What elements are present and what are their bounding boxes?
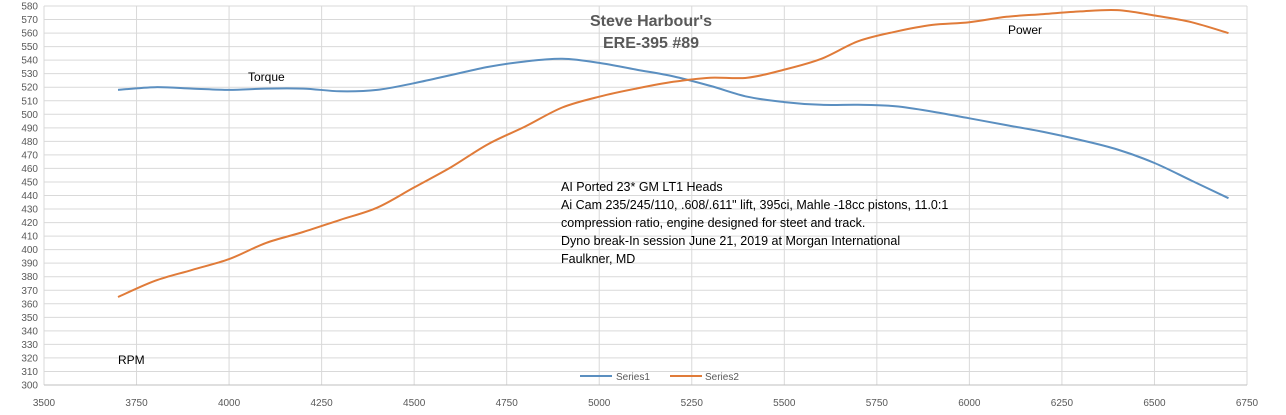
x-tick-label: 4500 <box>403 398 426 409</box>
y-tick-label: 540 <box>21 56 38 67</box>
y-tick-label: 570 <box>21 15 38 26</box>
y-tick-label: 350 <box>21 313 38 324</box>
note-line-5: Faulkner, MD <box>561 252 635 266</box>
x-tick-label: 5500 <box>773 398 796 409</box>
legend: Series1 Series2 <box>580 372 739 383</box>
series-line-series2 <box>117 8 1229 298</box>
y-tick-label: 550 <box>21 42 38 53</box>
y-tick-label: 320 <box>21 353 38 364</box>
y-tick-label: 460 <box>21 164 38 175</box>
x-tick-label: 3500 <box>33 398 56 409</box>
note-line-4: Dyno break-In session June 21, 2019 at M… <box>561 234 900 248</box>
legend-label-series2: Series2 <box>705 372 739 383</box>
y-tick-label: 440 <box>21 191 38 202</box>
x-tick-label: 6250 <box>1051 398 1074 409</box>
x-tick-label: 4750 <box>496 398 519 409</box>
rpm-label: RPM <box>118 353 145 367</box>
y-tick-label: 330 <box>21 340 38 351</box>
x-tick-label: 4000 <box>218 398 241 409</box>
y-tick-label: 340 <box>21 326 38 337</box>
series-line-series1 <box>117 57 1229 200</box>
y-tick-label: 530 <box>21 69 38 80</box>
x-tick-label: 6500 <box>1143 398 1166 409</box>
y-tick-label: 420 <box>21 218 38 229</box>
y-tick-label: 370 <box>21 286 38 297</box>
y-tick-label: 470 <box>21 150 38 161</box>
y-tick-label: 360 <box>21 299 38 310</box>
grid <box>43 5 1248 386</box>
series-lines <box>117 8 1229 298</box>
y-tick-label: 500 <box>21 110 38 121</box>
x-axis-ticks: 3500 3750 4000 4250 4500 4750 5000 5250 5500 5750… <box>33 398 1259 409</box>
y-tick-label: 310 <box>21 367 38 378</box>
y-tick-label: 580 <box>21 2 38 13</box>
chart-title-line1: Steve Harbour's <box>590 13 712 30</box>
legend-label-series1: Series1 <box>616 372 650 383</box>
x-tick-label: 5250 <box>681 398 704 409</box>
y-tick-label: 380 <box>21 272 38 283</box>
x-tick-label: 6000 <box>958 398 981 409</box>
y-tick-label: 430 <box>21 205 38 216</box>
y-tick-label: 450 <box>21 177 38 188</box>
x-tick-label: 4250 <box>310 398 333 409</box>
x-tick-label: 6750 <box>1236 398 1259 409</box>
chart-title-line2: ERE-395 #89 <box>603 35 699 52</box>
torque-label: Torque <box>248 70 285 84</box>
y-tick-label: 390 <box>21 259 38 270</box>
x-tick-label: 3750 <box>125 398 148 409</box>
y-tick-label: 560 <box>21 29 38 40</box>
y-tick-label: 300 <box>21 381 38 392</box>
y-tick-label: 480 <box>21 137 38 148</box>
x-tick-label: 5750 <box>866 398 889 409</box>
y-tick-label: 490 <box>21 123 38 134</box>
note-line-3: compression ratio, engine designed for s… <box>561 216 865 230</box>
y-tick-label: 520 <box>21 83 38 94</box>
note-line-2: Ai Cam 235/245/110, .608/.611" lift, 395… <box>561 198 948 212</box>
y-tick-label: 510 <box>21 96 38 107</box>
note-line-1: AI Ported 23* GM LT1 Heads <box>561 180 723 194</box>
y-tick-label: 400 <box>21 245 38 256</box>
x-tick-label: 5000 <box>588 398 611 409</box>
power-label: Power <box>1008 23 1042 37</box>
y-axis-ticks: 300 310 320 330 340 350 360 370 380 390 400 410 420 4… <box>21 2 38 392</box>
y-tick-label: 410 <box>21 232 38 243</box>
